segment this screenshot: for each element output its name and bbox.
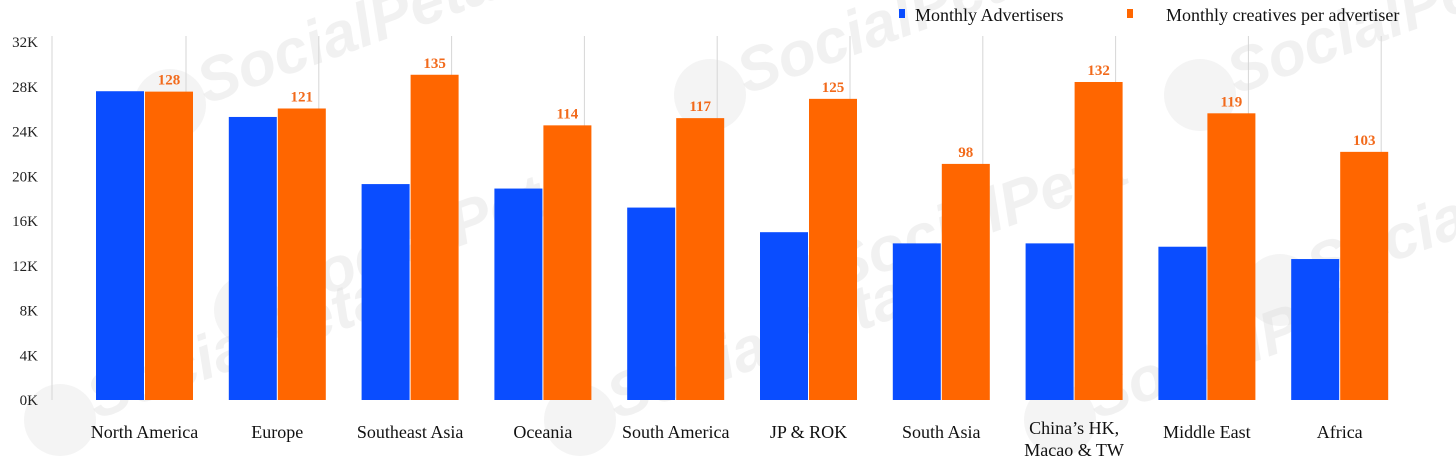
y-tick-label: 24K [12, 125, 38, 141]
data-label: 132 [1087, 63, 1110, 79]
data-label: 121 [291, 89, 314, 105]
watermark-logo [24, 384, 96, 456]
y-tick-label: 0K [20, 393, 39, 409]
data-label: 103 [1353, 133, 1376, 149]
legend: Monthly Advertisers Monthly creatives per… [899, 5, 1399, 25]
data-label: 135 [423, 56, 446, 72]
bar-monthly-advertisers [1158, 246, 1207, 400]
data-label: 128 [158, 73, 181, 89]
data-label: 119 [1221, 94, 1243, 110]
bar-monthly-creatives [1207, 113, 1256, 400]
x-category-label: South America [622, 422, 729, 442]
data-label: 117 [689, 99, 711, 115]
bar-monthly-advertisers [361, 184, 410, 400]
data-label: 114 [557, 106, 579, 122]
x-axis: North America Europe Southeast Asia Oceania… [91, 418, 1363, 460]
bar-monthly-creatives [145, 91, 193, 400]
bar-monthly-advertisers [494, 188, 543, 400]
bar-monthly-creatives [410, 74, 459, 400]
bar-monthly-creatives [277, 108, 326, 400]
x-category-label: Middle East [1163, 422, 1251, 442]
bar-monthly-creatives [676, 118, 725, 400]
bar-monthly-advertisers [228, 116, 277, 401]
bar-monthly-creatives [809, 98, 857, 400]
watermark-logo [1024, 384, 1096, 456]
bar-monthly-advertisers [627, 207, 676, 400]
bar-monthly-creatives [941, 163, 990, 400]
bar-monthly-advertisers [96, 91, 144, 400]
legend-label-advertisers: Monthly Advertisers [915, 5, 1064, 25]
watermark-logo [1164, 59, 1236, 131]
y-tick-label: 16K [12, 214, 38, 230]
y-tick-label: 20K [12, 169, 38, 185]
y-tick-label: 32K [12, 35, 38, 51]
bar-monthly-creatives [1074, 81, 1123, 400]
data-label: 98 [958, 145, 973, 161]
x-category-label: Africa [1317, 422, 1363, 442]
y-tick-label: 12K [12, 259, 38, 275]
y-tick-label: 4K [20, 348, 39, 364]
x-category-label: Oceania [513, 422, 572, 442]
bar-monthly-advertisers [1291, 259, 1340, 400]
legend-swatch-creatives [1127, 9, 1133, 18]
legend-swatch-advertisers [899, 9, 905, 18]
x-category-label: JP & ROK [770, 422, 847, 442]
data-labels: 128 121 135 114 117 125 98 132 119 103 [158, 56, 1376, 161]
watermark-logo [544, 384, 616, 456]
x-category-label: Europe [251, 422, 303, 442]
data-label: 125 [822, 80, 845, 96]
y-axis: 0K 4K 8K 12K 16K 20K 24K 28K 32K [12, 35, 38, 409]
watermark-logo [674, 59, 746, 131]
bar-monthly-creatives [543, 125, 592, 400]
bars [96, 74, 1389, 401]
bar-monthly-advertisers [1025, 243, 1074, 400]
x-category-label: North America [91, 422, 198, 442]
bar-monthly-creatives [1340, 151, 1389, 400]
x-category-label: Southeast Asia [357, 422, 464, 442]
bar-monthly-advertisers [892, 243, 941, 400]
y-tick-label: 8K [20, 304, 39, 320]
bar-monthly-advertisers [760, 232, 808, 400]
x-category-label: China’s HK, Macao & TW [1024, 418, 1124, 460]
x-category-label: South Asia [902, 422, 981, 442]
legend-label-creatives: Monthly creatives per advertiser [1166, 5, 1399, 25]
y-tick-label: 28K [12, 80, 38, 96]
